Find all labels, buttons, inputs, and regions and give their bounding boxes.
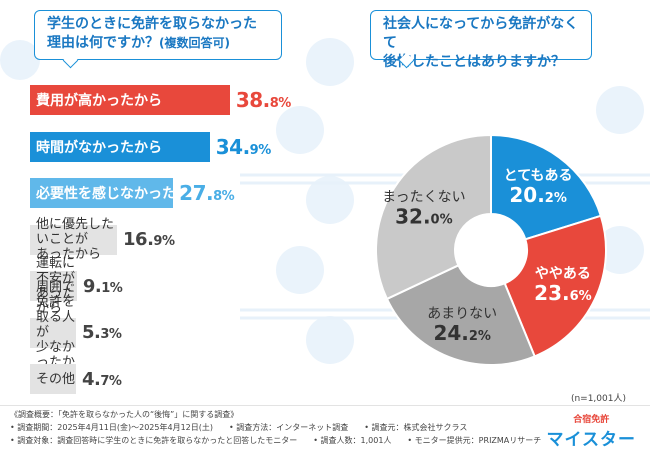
bar-category-label: 時間がなかったから [36, 139, 162, 156]
bar-row: その他 4.7% [30, 364, 122, 394]
bar: その他 [30, 364, 76, 394]
bar: 運転に不安があったから [30, 256, 77, 316]
bar-row: 費用が高かったから 38.8% [30, 85, 291, 115]
bar-category-label: 運転に不安があったから [36, 256, 76, 316]
bar-category-label: 費用が高かったから [36, 93, 162, 109]
bar: 必要性を感じなかったから [30, 178, 204, 208]
bar-category-label: 必要性を感じなかったから [36, 186, 204, 202]
left-title-line2: 理由は何ですか？ [47, 35, 159, 51]
pie-slice [490, 133, 603, 241]
pie-slice-label: ややある [535, 266, 591, 282]
right-question-title: 社会人になってから免許がなくて 後悔したことはありますか？ [370, 10, 592, 70]
pie-slice-label: まったくない [382, 189, 465, 205]
right-title-line2: 後悔したことはありますか？ [383, 54, 565, 70]
pie-slice-value: 24.2% [433, 321, 491, 345]
left-title-line1: 学生のときに免許を取らなかった [47, 16, 257, 32]
bar-value-label: 9.1% [82, 275, 123, 297]
pie-slice-value: 32.0% [395, 204, 453, 228]
footer-line-1: 《調査概要：「免許を取らなかった人の“後悔”」に関する調査》 [10, 410, 239, 419]
bar-value-label: 16.9% [123, 229, 175, 250]
bar: 費用が高かったから [30, 85, 230, 115]
logo-top-text: 合宿免許 [573, 415, 610, 425]
footer-line-3: • 調査対象：調査回答時に学生のときに免許を取らなかったと回答したモニター • … [10, 436, 542, 445]
sample-size-note: (n=1,001人) [570, 394, 626, 404]
left-question-title: 学生のときに免許を取らなかった 理由は何ですか？(複数回答可) [34, 10, 282, 60]
logo-main-text: マイスター [546, 430, 636, 450]
bar-value-label: 34.9% [215, 134, 272, 159]
bar: 周囲で免許を取る人が少なかったから [30, 280, 76, 385]
pie-slice-label: とてもある [504, 168, 573, 184]
bar: 時間がなかったから [30, 131, 210, 162]
bar: 他に優先したいことが あったから [30, 217, 118, 262]
bar-category-label: その他 [36, 371, 76, 387]
bar-row: 時間がなかったから 34.9% [30, 131, 272, 162]
right-title-line1: 社会人になってから免許がなくて [383, 16, 579, 51]
pie-slice-value: 20.2% [509, 183, 567, 207]
footer-line-2: • 調査期間：2025年4月11日(金)～2025年4月12日(土) • 調査方… [10, 423, 468, 432]
bar-row: 周囲で免許を取る人が少なかったから 5.3% [30, 280, 122, 385]
bar-category-label: 他に優先したいことが あったから [36, 217, 115, 262]
bar-row: 運転に不安があったから 9.1% [30, 256, 123, 316]
bar-value-label: 5.3% [82, 322, 122, 343]
bar-value-label: 27.8% [179, 181, 235, 205]
left-title-note: (複数回答可) [159, 36, 230, 50]
bar-value-label: 38.8% [235, 88, 292, 112]
survey-footer: 《調査概要：「免許を取らなかった人の“後悔”」に関する調査》 • 調査期間：20… [0, 405, 650, 451]
pie-slice-value: 23.6% [534, 281, 592, 305]
bar-row: 必要性を感じなかったから 27.8% [30, 178, 235, 208]
brand-logo: 合宿免許 マイスター [547, 412, 637, 450]
pie-slice-label: あまりない [427, 306, 497, 322]
bar-row: 他に優先したいことが あったから 16.9% [30, 217, 175, 262]
bar-value-label: 4.7% [82, 368, 122, 390]
